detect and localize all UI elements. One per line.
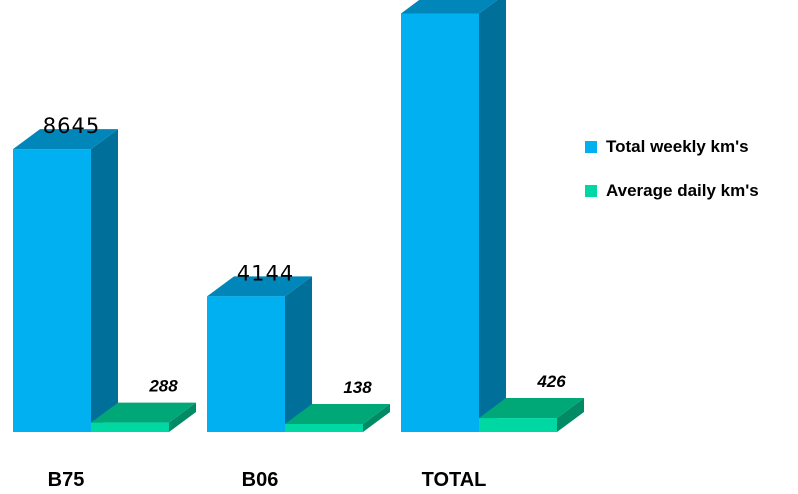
value-label-b06-series-2: 138 [343, 378, 372, 397]
bar-total-series-1 [401, 0, 506, 433]
bar-front-face [479, 418, 557, 432]
bar-top-face [285, 404, 390, 424]
bar-top-face [91, 402, 196, 423]
bar-b75-series-2 [91, 402, 196, 432]
value-label-total-series-1: 12789 [424, 0, 496, 2]
bar-side-face [557, 398, 584, 432]
bar-side-face [363, 404, 390, 432]
bar-top-face [479, 398, 584, 419]
category-labels-group: B75 B06 TOTAL [48, 469, 487, 491]
bar-front-face [207, 296, 285, 432]
bar-top-face [13, 129, 118, 150]
bar-top-face [401, 0, 498, 14]
bar-b75-series-1 [13, 129, 118, 432]
legend-swatch [585, 185, 597, 197]
bar-side-face [285, 276, 312, 432]
bar-front-face [91, 422, 169, 432]
bar-b06-series-2 [285, 404, 390, 432]
bar-side-face [91, 129, 118, 432]
legend-item-1: Total weekly km's [585, 137, 749, 156]
bars-group [13, 0, 584, 433]
value-labels-group: 8645 288 4144 138 12789 426 [43, 0, 566, 397]
legend-item-2: Average daily km's [585, 181, 759, 200]
bar-side-face [479, 0, 506, 432]
bar-front-face [285, 424, 363, 432]
bar-top-face [207, 276, 312, 297]
legend-swatch [585, 141, 597, 153]
category-label-total: TOTAL [422, 469, 487, 491]
legend-label: Average daily km's [606, 181, 759, 200]
category-label-b06: B06 [242, 469, 279, 491]
bar-total-series-2 [479, 398, 584, 432]
value-label-b75-series-2: 288 [148, 377, 178, 396]
category-label-b75: B75 [48, 469, 85, 491]
value-label-total-series-2: 426 [536, 372, 566, 391]
legend-label: Total weekly km's [606, 137, 749, 156]
value-label-b06-series-1: 4144 [237, 261, 294, 285]
legend: Total weekly km's Average daily km's [585, 137, 759, 200]
value-label-b75-series-1: 8645 [43, 114, 100, 138]
bar-front-face [401, 13, 479, 433]
bar-side-face [169, 402, 196, 432]
bar-b06-series-1 [207, 276, 312, 432]
bar-front-face [13, 149, 91, 432]
